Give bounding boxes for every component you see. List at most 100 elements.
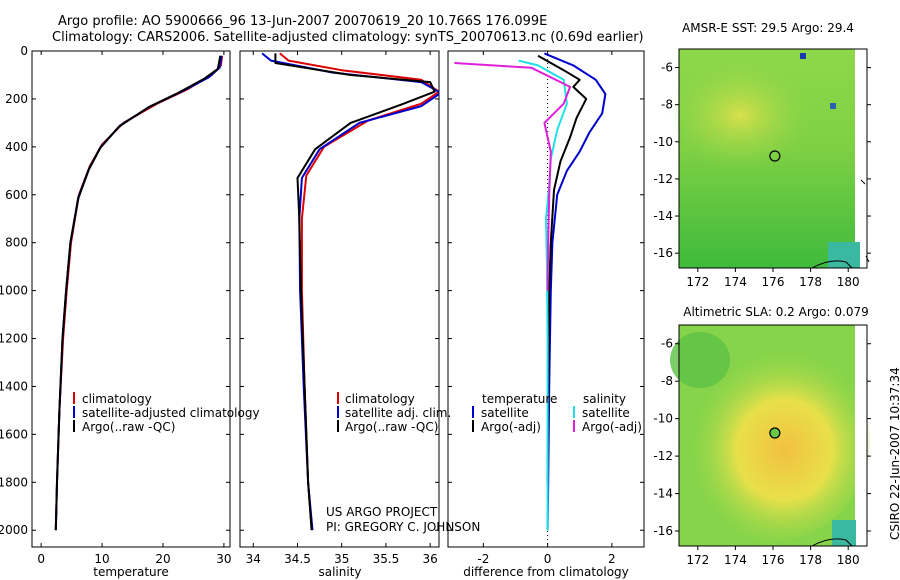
sla-coastal-region: [832, 520, 856, 546]
salinity-panel: 34 34.5 35 35.5 36 salinity climatology sate…: [239, 50, 480, 579]
temperature-xlabel: temperature: [93, 565, 168, 579]
sla-map-title: Altimetric SLA: 0.2 Argo: 0.079: [683, 305, 868, 319]
y-tick-label: 400: [5, 140, 28, 154]
series-line-argo-raw-qc: [274, 53, 436, 531]
x-tick-label: 36: [423, 552, 438, 566]
temperature-legend: climatology satellite-adjusted climatolo…: [73, 392, 260, 434]
difference-legend: temperature salinity satellite Argo(-adj…: [472, 392, 642, 434]
sst-no-data-strip: [855, 49, 867, 268]
map-x-tick-label: 178: [799, 553, 822, 567]
legend-label-temp-argo: Argo(-adj): [481, 420, 541, 434]
map-x-tick-label: 178: [799, 275, 822, 289]
legend-label-argo: Argo(..raw -QC): [82, 420, 175, 434]
legend-label-sal-satellite: satellite: [582, 406, 630, 420]
credit-line2: PI: GREGORY C. JOHNSON: [326, 520, 480, 534]
legend-header-temperature: temperature: [482, 392, 557, 406]
map-x-tick-label: 172: [686, 275, 709, 289]
csiro-timestamp: CSIRO 22-Jun-2007 10:37:34: [888, 367, 900, 540]
sla-map-panel: Altimetric SLA: 0.2 Argo: 0.079 172 174 17…: [653, 305, 871, 567]
sst-coastline: [810, 260, 854, 269]
x-tick-label: 30: [216, 552, 231, 566]
y-tick-label: 600: [5, 188, 28, 202]
map-x-tick-label: 180: [837, 553, 860, 567]
sla-low-region: [670, 332, 730, 388]
legend-label-satellite: satellite adj. clim.: [345, 406, 451, 420]
series-line-temperature-argo-adj: [537, 54, 588, 483]
y-tick-label: 1800: [0, 475, 28, 489]
map-y-tick-label: -16: [653, 246, 673, 260]
difference-panel: -2 0 2 difference from climatology tempera…: [447, 50, 645, 579]
legend-label-satellite: satellite-adjusted climatology: [82, 406, 260, 420]
temperature-axes-frame: [31, 50, 231, 548]
argo-float-marker: [769, 150, 781, 162]
x-tick-label: 34: [246, 552, 261, 566]
legend-label-temp-satellite: satellite: [481, 406, 529, 420]
map-y-tick-label: -8: [661, 374, 673, 388]
series-line-argo-raw-qc: [54, 55, 222, 531]
y-tick-label: 1600: [0, 427, 28, 441]
y-tick-label: 1000: [0, 284, 28, 298]
x-tick-label: 10: [94, 552, 109, 566]
map-x-tick-label: 180: [837, 275, 860, 289]
legend-header-salinity: salinity: [583, 392, 626, 406]
sla-high-region: [680, 340, 870, 540]
sst-map-panel: AMSR-E SST: 29.5 Argo: 29.4 172 174 176 178…: [653, 21, 871, 289]
x-tick-label: 35.5: [373, 552, 400, 566]
x-tick-label: 34.5: [284, 552, 311, 566]
legend-label-climatology: climatology: [82, 392, 152, 406]
sla-coastline: [810, 538, 854, 547]
series-line-satellite-adj-clim: [261, 52, 439, 531]
legend-label-climatology: climatology: [345, 392, 415, 406]
x-tick-label: -2: [477, 552, 489, 566]
map-y-tick-label: -10: [653, 135, 673, 149]
temperature-panel: 0 200 400 600 800 1000 1200 1400 1600 1800 2000 0 1…: [0, 44, 260, 579]
x-tick-label: 2: [608, 552, 616, 566]
series-line-salinity-satellite: [518, 59, 568, 531]
map-y-tick-label: -14: [653, 209, 673, 223]
sst-cold-pixel: [800, 53, 806, 59]
salinity-legend: climatology satellite adj. clim. Argo(..…: [337, 392, 451, 434]
y-tick-label: 1200: [0, 332, 28, 346]
sla-no-data-strip: [855, 325, 867, 546]
map-x-tick-label: 172: [686, 553, 709, 567]
series-line-satellite-adjusted-climatology: [54, 55, 223, 531]
y-tick-label: 200: [5, 92, 28, 106]
credit-line1: US ARGO PROJECT: [326, 505, 438, 519]
series-line-temperature-satellite: [544, 52, 607, 531]
map-x-tick-label: 174: [724, 553, 747, 567]
sst-cold-pixel: [830, 103, 836, 109]
map-y-tick-label: -10: [653, 412, 673, 426]
map-x-tick-label: 174: [724, 275, 747, 289]
y-tick-label: 1400: [0, 379, 28, 393]
map-y-tick-label: -12: [653, 172, 673, 186]
legend-label-sal-argo: Argo(-adj): [582, 420, 642, 434]
x-tick-label: 0: [37, 552, 45, 566]
sst-coastal-region: [828, 242, 860, 268]
map-y-tick-label: -14: [653, 487, 673, 501]
salinity-xlabel: salinity: [318, 565, 361, 579]
difference-xlabel: difference from climatology: [463, 565, 629, 579]
series-line-climatology: [54, 55, 224, 528]
sst-map-title: AMSR-E SST: 29.5 Argo: 29.4: [682, 21, 854, 35]
legend-label-argo: Argo(..raw -QC): [345, 420, 438, 434]
map-y-tick-label: -12: [653, 449, 673, 463]
sst-warm-region: [670, 60, 810, 170]
difference-axes-frame: [447, 50, 645, 548]
x-tick-label: 35: [334, 552, 349, 566]
map-x-tick-label: 176: [762, 275, 785, 289]
map-y-tick-label: -8: [661, 98, 673, 112]
figure-title-line1: Argo profile: AO 5900666_96 13-Jun-2007 …: [58, 14, 548, 29]
series-line-climatology: [279, 52, 439, 528]
x-tick-label: 0: [544, 552, 552, 566]
argo-float-marker: [769, 427, 781, 439]
map-x-tick-label: 176: [762, 553, 785, 567]
y-tick-label: 0: [20, 44, 28, 58]
map-y-tick-label: -6: [661, 61, 673, 75]
figure-title-line2: Climatology: CARS2006. Satellite-adjuste…: [52, 30, 644, 45]
map-y-tick-label: -16: [653, 524, 673, 538]
y-tick-label: 2000: [0, 523, 28, 537]
map-y-tick-label: -6: [661, 337, 673, 351]
salinity-axes-frame: [239, 50, 440, 548]
y-tick-label: 800: [5, 236, 28, 250]
